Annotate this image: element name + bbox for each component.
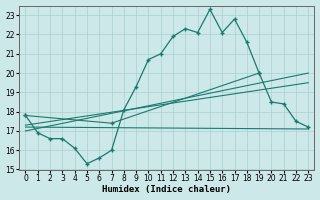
X-axis label: Humidex (Indice chaleur): Humidex (Indice chaleur) [102,185,231,194]
